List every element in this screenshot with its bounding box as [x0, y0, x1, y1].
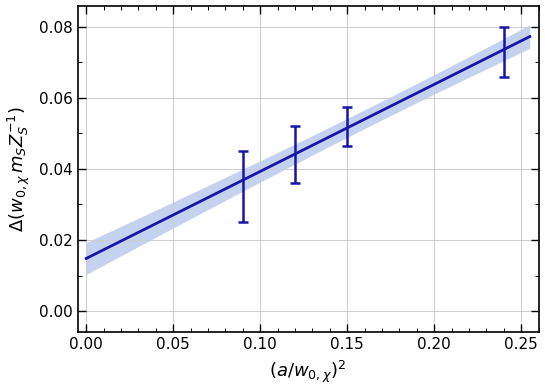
Y-axis label: $\Delta(w_{0,\chi}\, m_S Z_S^{-1})$: $\Delta(w_{0,\chi}\, m_S Z_S^{-1})$ — [5, 106, 32, 232]
X-axis label: $(a/w_{0,\chi})^2$: $(a/w_{0,\chi})^2$ — [269, 359, 347, 386]
